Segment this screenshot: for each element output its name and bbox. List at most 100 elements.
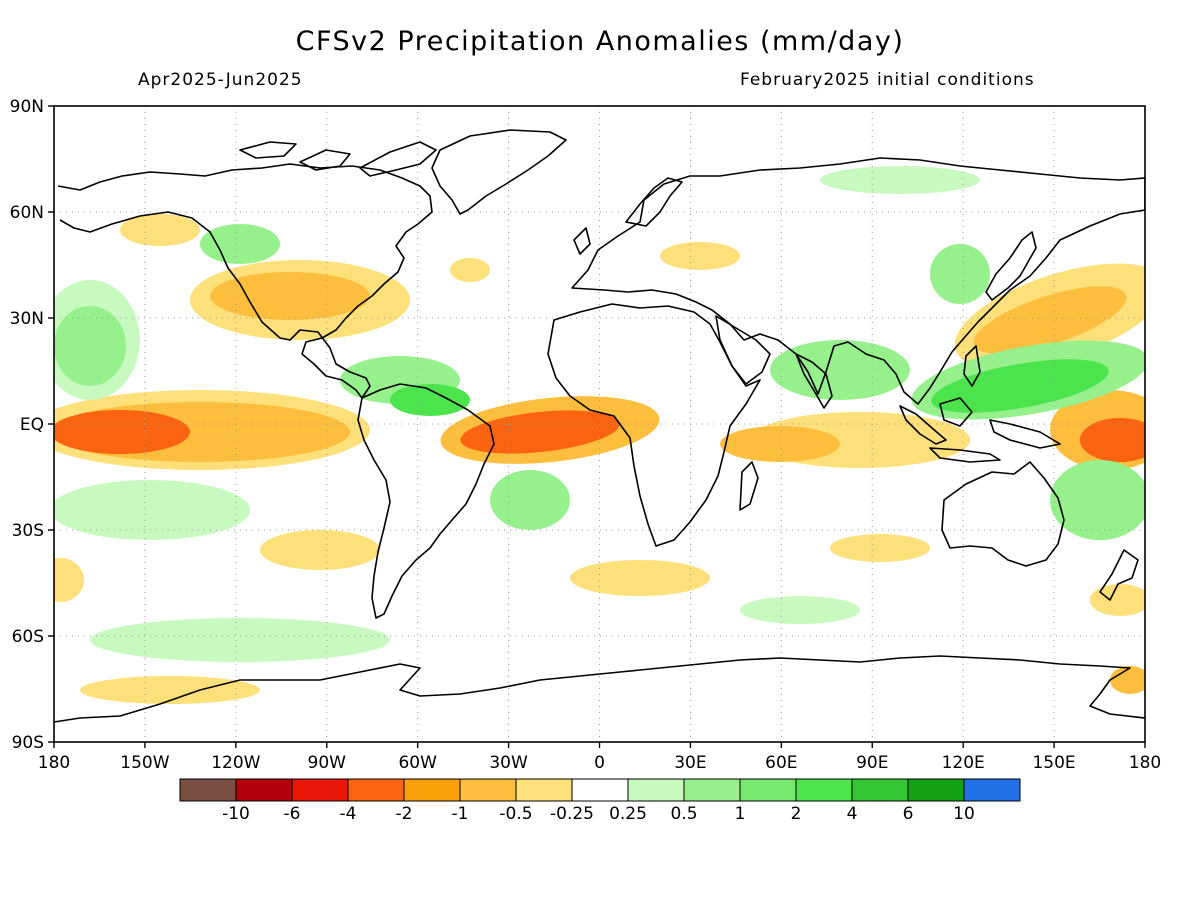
longitude-label: 30W	[489, 753, 528, 773]
anomaly-region	[740, 596, 860, 624]
anomaly-region	[80, 676, 260, 704]
forecast-period: Apr2025-Jun2025	[138, 70, 303, 90]
coast-madagascar	[739, 461, 759, 511]
anomaly-region	[1080, 418, 1145, 462]
coast-greenland	[431, 129, 567, 215]
longitude-label: 90E	[856, 753, 888, 773]
latitude-label: 90S	[12, 733, 44, 753]
map-title: CFSv2 Precipitation Anomalies (mm/day)	[295, 26, 905, 57]
colorbar-swatch	[515, 778, 573, 802]
longitude-label: 30E	[674, 753, 706, 773]
anomaly-region	[54, 558, 84, 602]
anomaly-region	[1090, 584, 1145, 616]
coast-new-zealand	[1099, 549, 1139, 601]
anomaly-region	[490, 470, 570, 530]
longitude-label: 180	[1129, 753, 1161, 773]
anomaly-region	[1050, 460, 1145, 540]
colorbar-label: -10	[222, 804, 250, 824]
coast-eurasia	[571, 157, 1145, 405]
longitude-label: 60E	[765, 753, 797, 773]
anomaly-region	[200, 224, 280, 264]
coast-japan	[985, 231, 1037, 301]
anomaly-region	[930, 244, 990, 304]
colorbar-swatch	[851, 778, 909, 802]
anomaly-region	[830, 534, 930, 562]
anomaly-region	[120, 214, 200, 246]
coast-australia	[941, 461, 1065, 567]
latitude-label: 60N	[10, 203, 44, 223]
anomaly-region	[54, 410, 190, 454]
longitude-label: 90W	[308, 753, 347, 773]
anomaly-region	[820, 166, 980, 194]
colorbar-label: -2	[396, 804, 413, 824]
graticule	[54, 106, 1145, 742]
longitude-label: 120E	[942, 753, 985, 773]
coast-scandinavia	[573, 177, 683, 255]
colorbar-swatch	[571, 778, 629, 802]
colorbar-swatch	[683, 778, 741, 802]
colorbar-swatch	[235, 778, 293, 802]
longitude-label: 0	[594, 753, 605, 773]
anomaly-region	[770, 340, 910, 400]
anomaly-region	[1110, 666, 1145, 694]
anomaly-region	[570, 560, 710, 596]
longitude-label: 60W	[398, 753, 437, 773]
longitude-label: 120W	[211, 753, 260, 773]
colorbar-swatch	[627, 778, 685, 802]
coast-maritime-continent	[899, 345, 1061, 463]
colorbar-swatch	[739, 778, 797, 802]
colorbar-swatch	[347, 778, 405, 802]
colorbar-label: -1	[452, 804, 469, 824]
colorbar-swatch	[179, 778, 237, 802]
coast-arabia	[715, 315, 771, 385]
colorbar-swatch	[403, 778, 461, 802]
colorbar-label: 2	[791, 804, 802, 824]
colorbar-label: 0.25	[609, 804, 647, 824]
colorbar-swatch	[795, 778, 853, 802]
anomaly-region	[210, 272, 370, 320]
colorbar-label: 6	[903, 804, 914, 824]
anomaly-region	[54, 480, 250, 540]
colorbar-swatch	[963, 778, 1021, 802]
colorbar-label: -0.25	[550, 804, 594, 824]
anomaly-field-layer	[54, 166, 1145, 704]
anomaly-region	[973, 286, 1127, 354]
coastlines	[54, 129, 1145, 723]
colorbar: -10 -6 -4 -2 -1 -0.5 -0.25 0.25 0.5 1 2 4 6 10	[179, 778, 1021, 824]
latitude-label: 30S	[12, 521, 44, 541]
anomaly-region	[450, 258, 490, 282]
longitude-label: 180	[38, 753, 70, 773]
coast-india	[795, 353, 833, 409]
anomaly-region	[390, 384, 470, 416]
colorbar-label: 0.5	[670, 804, 697, 824]
latitude-label: 30N	[10, 309, 44, 329]
colorbar-label: -4	[340, 804, 357, 824]
latitude-label: 90N	[10, 97, 44, 117]
colorbar-swatch	[291, 778, 349, 802]
coast-africa	[547, 303, 761, 547]
colorbar-swatch	[459, 778, 517, 802]
colorbar-label: -0.5	[499, 804, 532, 824]
anomaly-region	[660, 242, 740, 270]
anomaly-region	[720, 426, 840, 462]
colorbar-label: 4	[847, 804, 858, 824]
coast-antarctica	[54, 655, 1145, 723]
coast-north-america	[57, 163, 433, 399]
anomaly-region	[460, 410, 620, 454]
anomaly-region	[931, 359, 1109, 413]
latitude-label: 60S	[12, 627, 44, 647]
anomaly-region	[54, 306, 126, 386]
longitude-label: 150W	[120, 753, 169, 773]
latitude-label: EQ	[20, 415, 44, 435]
anomaly-region	[260, 530, 380, 570]
initial-conditions: February2025 initial conditions	[740, 70, 1035, 90]
colorbar-label: 10	[953, 804, 975, 824]
longitude-label: 150E	[1032, 753, 1075, 773]
anomaly-region	[90, 618, 390, 662]
coast-arctic-islands	[239, 141, 437, 177]
coast-south-america	[357, 383, 495, 619]
colorbar-label: -6	[284, 804, 301, 824]
colorbar-swatch	[907, 778, 965, 802]
